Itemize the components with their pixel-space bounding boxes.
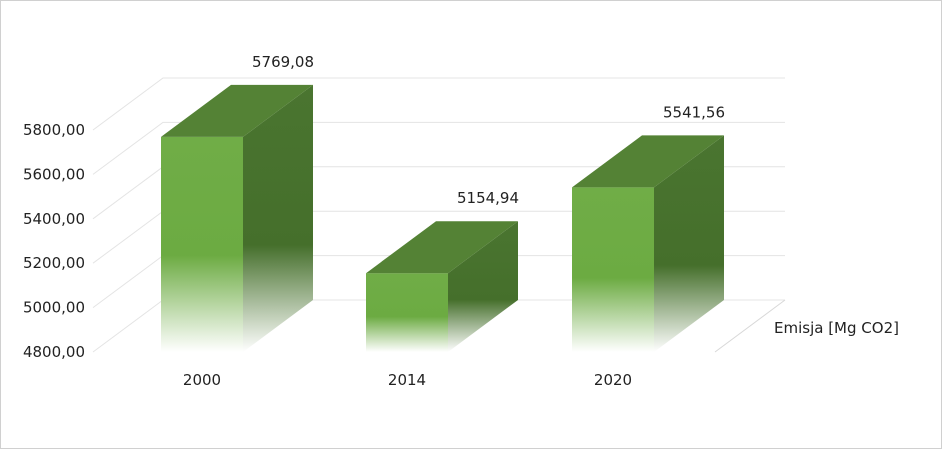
data-label: 5769,08 <box>252 53 314 71</box>
bar-top-face <box>366 221 518 274</box>
bar <box>161 84 313 352</box>
grid-line <box>92 121 785 175</box>
data-label: 5541,56 <box>663 103 725 121</box>
depth-axis-line <box>714 299 786 353</box>
y-tick-label: 4800,00 <box>23 343 85 361</box>
y-tick-label: 5800,00 <box>23 121 85 139</box>
bar-side-face <box>654 135 724 352</box>
grid-line <box>92 77 785 131</box>
bar-side-face <box>243 84 313 352</box>
y-tick-label: 5200,00 <box>23 254 85 272</box>
x-category-label: 2020 <box>594 371 632 389</box>
data-label: 5154,94 <box>457 189 519 207</box>
series-axis-label: Emisja [Mg CO2] <box>774 319 899 337</box>
y-axis-ticks: 4800,00 5000,00 5200,00 5400,00 5600,00 5800,… <box>23 121 85 361</box>
labels-layer: 5769,08 2000 5154,94 2014 5541,56 2020 <box>183 53 725 389</box>
bar-front-face <box>161 136 243 352</box>
x-category-label: 2014 <box>388 371 426 389</box>
x-category-label: 2000 <box>183 371 221 389</box>
bar-side-face <box>448 221 518 352</box>
bar <box>572 135 724 352</box>
bar-top-face <box>572 135 724 188</box>
bar <box>366 221 518 352</box>
bar-front-face <box>572 187 654 352</box>
y-tick-label: 5600,00 <box>23 165 85 183</box>
bar-top-face <box>161 84 313 137</box>
bars-layer <box>161 84 724 352</box>
bar-front-face <box>366 273 448 352</box>
y-tick-label: 5000,00 <box>23 299 85 317</box>
y-tick-label: 5400,00 <box>23 210 85 228</box>
